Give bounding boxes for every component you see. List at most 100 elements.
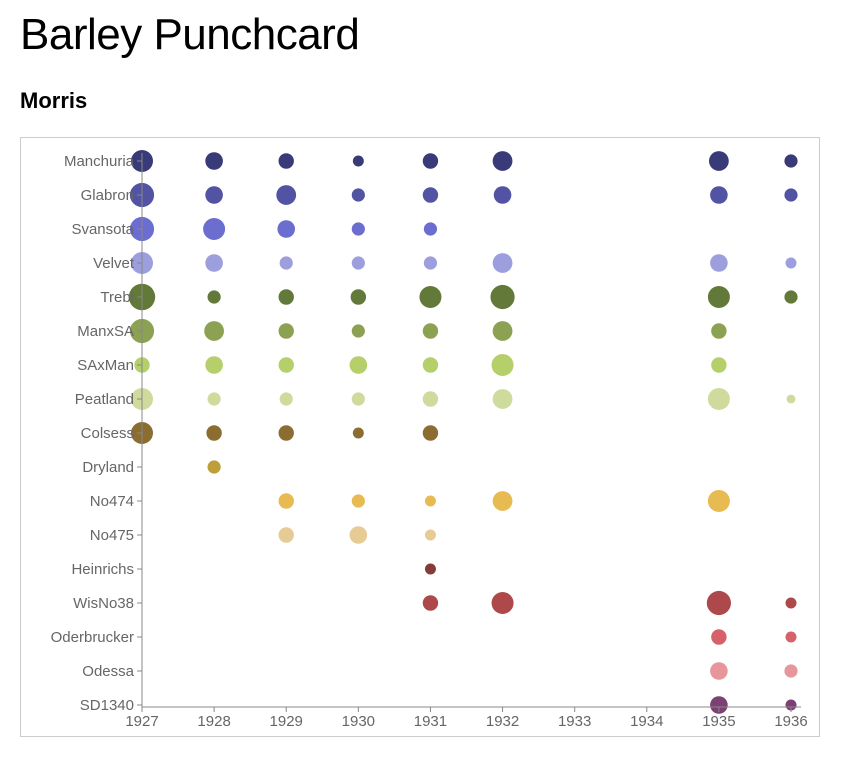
data-point-trebi-1929 bbox=[278, 289, 294, 305]
data-point-colsess-1928 bbox=[206, 425, 222, 441]
chart-frame: Manchuria Glabron Svansota Velvet Trebi ManxS… bbox=[20, 137, 820, 737]
data-point-odessa-1936 bbox=[784, 664, 798, 678]
data-point-velvet-1935 bbox=[710, 254, 728, 272]
y-tick-label: Heinrichs bbox=[71, 561, 134, 578]
y-tick-label: Odessa bbox=[82, 663, 134, 680]
x-tick-label: 1936 bbox=[774, 713, 807, 730]
y-tick-label: SAxMan bbox=[77, 357, 134, 374]
chart-subtitle: Morris bbox=[20, 88, 88, 113]
data-point-no474-1930 bbox=[351, 494, 365, 508]
x-axis: 1927 1928 1929 1930 1931 1932 1933 1934 1935 1936 bbox=[125, 706, 808, 730]
data-point-glabron-1936 bbox=[784, 188, 798, 202]
page-title: Barley Punchcard bbox=[20, 10, 360, 59]
data-point-oderbrucker-1935 bbox=[711, 629, 727, 645]
data-point-svansota-1929 bbox=[277, 220, 296, 238]
data-point-colsess-1930 bbox=[352, 427, 364, 439]
data-point-manchuria-1930 bbox=[352, 155, 364, 167]
x-tick-label: 1931 bbox=[414, 713, 447, 730]
y-tick-label: Oderbrucker bbox=[51, 629, 134, 646]
x-tick-label: 1928 bbox=[197, 713, 230, 730]
data-point-peatland-1928 bbox=[207, 392, 221, 406]
y-tick-label: Manchuria bbox=[64, 153, 135, 170]
data-point-no475-1929 bbox=[278, 527, 294, 543]
data-point-manxsa-1935 bbox=[711, 323, 727, 339]
y-tick-label: SD1340 bbox=[80, 697, 134, 714]
data-point-svansota-1931 bbox=[423, 222, 438, 236]
y-tick-label: Colsess bbox=[81, 425, 134, 442]
data-point-manchuria-1929 bbox=[278, 153, 294, 169]
data-point-velvet-1936 bbox=[785, 257, 797, 269]
data-point-trebi-1936 bbox=[784, 290, 798, 304]
data-point-saxman-1932 bbox=[491, 354, 514, 376]
data-point-peatland-1930 bbox=[351, 392, 365, 406]
y-tick-label: Peatland bbox=[75, 391, 134, 408]
data-point-velvet-1931 bbox=[423, 256, 438, 270]
data-point-trebi-1935 bbox=[707, 286, 730, 308]
y-tick-label: No474 bbox=[90, 493, 134, 510]
data-point-wisno38-1936 bbox=[785, 597, 797, 609]
punchcard-chart: Manchuria Glabron Svansota Velvet Trebi ManxS… bbox=[51, 150, 808, 730]
y-tick-label: Trebi bbox=[100, 289, 134, 306]
y-tick-label: No475 bbox=[90, 527, 134, 544]
data-point-glabron-1930 bbox=[351, 188, 365, 202]
data-point-peatland-1932 bbox=[492, 389, 513, 409]
data-point-peatland-1935 bbox=[707, 388, 730, 410]
data-point-saxman-1929 bbox=[278, 357, 294, 373]
data-point-odessa-1935 bbox=[710, 662, 728, 680]
x-tick-label: 1927 bbox=[125, 713, 158, 730]
data-point-dryland-1928 bbox=[207, 460, 221, 474]
data-point-velvet-1932 bbox=[492, 253, 513, 273]
data-point-manchuria-1935 bbox=[708, 151, 729, 171]
data-point-glabron-1929 bbox=[276, 185, 297, 205]
data-point-manxsa-1928 bbox=[204, 321, 225, 341]
data-point-trebi-1930 bbox=[350, 289, 367, 305]
data-point-sd1340-1936 bbox=[785, 699, 797, 711]
data-point-velvet-1930 bbox=[351, 256, 365, 270]
data-point-trebi-1932 bbox=[490, 284, 515, 310]
data-point-wisno38-1935 bbox=[706, 590, 731, 616]
data-point-svansota-1928 bbox=[203, 218, 226, 240]
data-point-wisno38-1931 bbox=[422, 595, 439, 611]
data-point-saxman-1930 bbox=[349, 356, 368, 374]
data-point-manxsa-1931 bbox=[422, 323, 439, 339]
data-point-peatland-1929 bbox=[279, 392, 293, 406]
data-point-trebi-1928 bbox=[207, 290, 221, 304]
data-point-manchuria-1931 bbox=[422, 153, 439, 169]
data-point-saxman-1928 bbox=[205, 356, 223, 374]
data-point-sd1340-1935 bbox=[710, 696, 728, 714]
data-point-saxman-1931 bbox=[422, 357, 439, 373]
data-point-colsess-1929 bbox=[278, 425, 294, 441]
data-point-no475-1930 bbox=[349, 526, 368, 544]
data-point-velvet-1928 bbox=[205, 254, 223, 272]
data-point-manxsa-1930 bbox=[351, 324, 365, 338]
y-tick-label: Dryland bbox=[82, 459, 134, 476]
data-point-trebi-1931 bbox=[419, 286, 442, 308]
data-point-svansota-1930 bbox=[351, 222, 365, 236]
data-point-no474-1929 bbox=[278, 493, 294, 509]
x-tick-label: 1933 bbox=[558, 713, 591, 730]
data-point-oderbrucker-1936 bbox=[785, 631, 797, 643]
data-point-no474-1935 bbox=[707, 490, 730, 512]
data-point-manxsa-1932 bbox=[492, 321, 513, 341]
y-tick-label: ManxSA bbox=[77, 323, 134, 340]
data-point-peatland-1936 bbox=[786, 394, 796, 404]
data-point-heinrichs-1931 bbox=[424, 563, 436, 575]
y-tick-label: Glabron bbox=[81, 187, 134, 204]
x-tick-label: 1930 bbox=[342, 713, 375, 730]
x-tick-label: 1932 bbox=[486, 713, 519, 730]
data-point-manxsa-1929 bbox=[278, 323, 294, 339]
data-point-wisno38-1932 bbox=[491, 592, 514, 614]
y-tick-label: Velvet bbox=[93, 255, 135, 272]
data-point-no474-1931 bbox=[424, 495, 436, 507]
data-point-manchuria-1928 bbox=[205, 152, 223, 170]
data-point-glabron-1935 bbox=[710, 186, 728, 204]
data-point-manchuria-1932 bbox=[492, 151, 513, 171]
x-tick-label: 1934 bbox=[630, 713, 663, 730]
data-point-colsess-1931 bbox=[422, 425, 439, 441]
x-tick-label: 1929 bbox=[270, 713, 303, 730]
data-point-velvet-1929 bbox=[279, 256, 293, 270]
data-point-no474-1932 bbox=[492, 491, 513, 511]
x-tick-label: 1935 bbox=[702, 713, 735, 730]
data-point-peatland-1931 bbox=[422, 391, 439, 407]
y-axis: Manchuria Glabron Svansota Velvet Trebi ManxS… bbox=[51, 153, 143, 714]
